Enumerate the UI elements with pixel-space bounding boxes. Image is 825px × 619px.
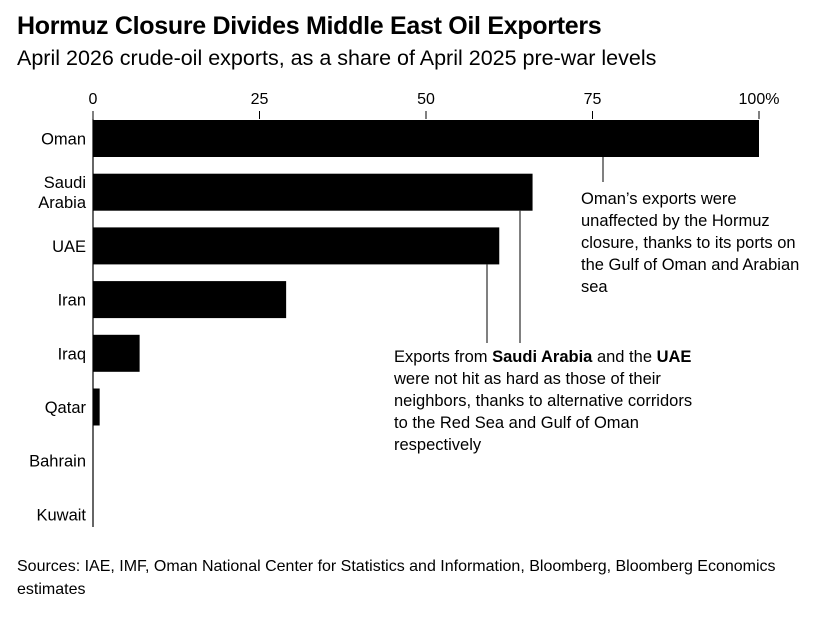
annotation-text: and the	[592, 348, 657, 366]
bar-chart: 0 25 50 75 100% Oman Saudi Arabia UAE Iran Iraq Qat…	[29, 91, 780, 527]
annotation-bold-uae: UAE	[656, 348, 692, 366]
bar	[93, 388, 100, 426]
x-tick-label: 50	[417, 91, 435, 108]
annotation-oman: Oman’s exports were unaffected by the Ho…	[581, 190, 800, 296]
bar	[93, 281, 287, 319]
category-label: Iraq	[58, 345, 86, 363]
bar	[93, 173, 533, 211]
category-label: Qatar	[45, 399, 87, 417]
category-label: Bahrain	[29, 453, 86, 471]
category-label: Saudi Arabia	[38, 174, 87, 212]
chart-title: Hormuz Closure Divides Middle East Oil E…	[17, 12, 602, 40]
source-note: Sources: IAE, IMF, Oman National Center …	[17, 558, 776, 598]
annotation-saudi-uae: Exports from Saudi Arabia and the UAE we…	[394, 346, 694, 456]
bar	[93, 227, 500, 265]
annotation-text: Exports from	[394, 348, 493, 366]
category-label: Oman	[41, 131, 86, 149]
category-label: Iran	[58, 292, 86, 310]
category-label: UAE	[52, 238, 86, 256]
annotation-text: were not hit as hard as those of their n…	[394, 370, 693, 454]
x-tick-label: 0	[89, 91, 98, 108]
x-tick-label: 25	[251, 91, 269, 108]
category-label: Kuwait	[36, 506, 86, 524]
x-tick-label: 75	[584, 91, 602, 108]
bar	[93, 120, 759, 157]
bar	[93, 334, 140, 372]
annotation-bold-saudi: Saudi Arabia	[492, 348, 593, 366]
x-tick-label: 100%	[739, 91, 780, 108]
chart-subtitle: April 2026 crude-oil exports, as a share…	[17, 46, 657, 70]
